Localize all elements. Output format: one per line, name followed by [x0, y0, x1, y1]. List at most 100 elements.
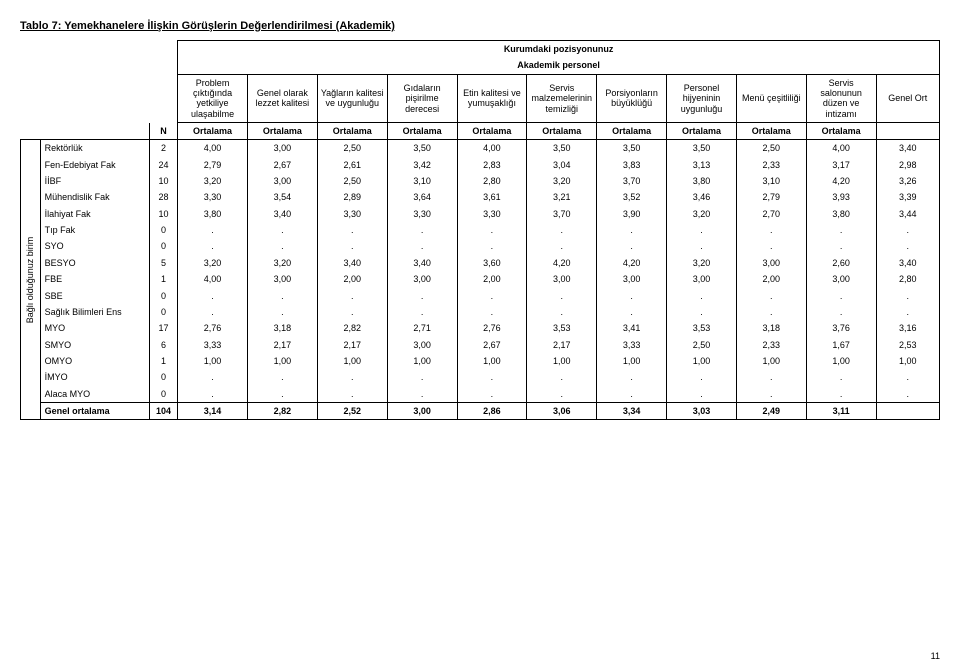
value-cell: 2,76: [457, 320, 527, 336]
value-cell: 3,80: [806, 206, 876, 222]
value-cell: 3,06: [527, 402, 597, 419]
value-cell: .: [317, 369, 387, 385]
stat-label-row: N Ortalama Ortalama Ortalama Ortalama Or…: [21, 123, 940, 140]
value-cell: .: [667, 222, 737, 238]
value-cell: 2,80: [876, 271, 939, 287]
value-cell: 3,44: [876, 206, 939, 222]
value-cell: 2,17: [527, 337, 597, 353]
value-cell: [876, 402, 939, 419]
value-cell: 3,50: [387, 140, 457, 157]
value-cell: 4,00: [806, 140, 876, 157]
value-cell: 3,11: [806, 402, 876, 419]
total-row: Genel ortalama1043,142,822,523,002,863,0…: [21, 402, 940, 419]
table-row: OMYO11,001,001,001,001,001,001,001,001,0…: [21, 353, 940, 369]
row-label: MYO: [40, 320, 149, 336]
avg-label: Ortalama: [806, 123, 876, 140]
value-cell: .: [806, 386, 876, 403]
value-cell: 3,52: [597, 189, 667, 205]
value-cell: 3,00: [806, 271, 876, 287]
vertical-group-label: Bağlı olduğunuz birim: [21, 140, 41, 420]
value-cell: 3,18: [247, 320, 317, 336]
value-cell: 2,82: [247, 402, 317, 419]
value-cell: 1,00: [806, 353, 876, 369]
value-cell: 4,00: [178, 271, 248, 287]
value-cell: 3,00: [736, 255, 806, 271]
value-cell: 4,00: [457, 140, 527, 157]
value-cell: .: [736, 222, 806, 238]
value-cell: 3,30: [178, 189, 248, 205]
value-cell: 2,50: [736, 140, 806, 157]
value-cell: .: [178, 304, 248, 320]
value-cell: 2,33: [736, 337, 806, 353]
value-cell: 3,33: [597, 337, 667, 353]
value-cell: 3,30: [387, 206, 457, 222]
value-cell: 4,20: [527, 255, 597, 271]
value-cell: .: [876, 238, 939, 254]
value-cell: .: [387, 369, 457, 385]
value-cell: 2,33: [736, 157, 806, 173]
value-cell: 1,00: [527, 353, 597, 369]
value-cell: 4,20: [806, 173, 876, 189]
value-cell: .: [667, 238, 737, 254]
value-cell: 3,21: [527, 189, 597, 205]
value-cell: 2,89: [317, 189, 387, 205]
row-label: Rektörlük: [40, 140, 149, 157]
row-label: BESYO: [40, 255, 149, 271]
value-cell: .: [247, 222, 317, 238]
table-row: Fen-Edebiyat Fak242,792,672,613,422,833,…: [21, 157, 940, 173]
avg-label: Ortalama: [457, 123, 527, 140]
value-cell: .: [806, 222, 876, 238]
value-cell: 3,70: [527, 206, 597, 222]
value-cell: 3,80: [178, 206, 248, 222]
table-row: BESYO53,203,203,403,403,604,204,203,203,…: [21, 255, 940, 271]
value-cell: .: [806, 369, 876, 385]
value-cell: .: [317, 222, 387, 238]
value-cell: .: [457, 238, 527, 254]
table-row: Bağlı olduğunuz birimRektörlük24,003,002…: [21, 140, 940, 157]
value-cell: 2,79: [178, 157, 248, 173]
value-cell: .: [457, 386, 527, 403]
value-cell: .: [457, 288, 527, 304]
row-label: Mühendislik Fak: [40, 189, 149, 205]
value-cell: 3,26: [876, 173, 939, 189]
super-header-2: Akademik personel: [178, 57, 940, 74]
value-cell: 3,20: [178, 255, 248, 271]
row-label: İİBF: [40, 173, 149, 189]
table-title: Tablo 7: Yemekhanelere İlişkin Görüşleri…: [20, 20, 940, 32]
value-cell: 2,17: [247, 337, 317, 353]
table-row: İlahiyat Fak103,803,403,303,303,303,703,…: [21, 206, 940, 222]
value-cell: 3,93: [806, 189, 876, 205]
col-header: Genel Ort: [876, 74, 939, 122]
row-label: Tıp Fak: [40, 222, 149, 238]
value-cell: .: [806, 238, 876, 254]
value-cell: 4,00: [178, 140, 248, 157]
col-header: Servis salonunun düzen ve intizamı: [806, 74, 876, 122]
value-cell: .: [317, 304, 387, 320]
value-cell: 3,54: [247, 189, 317, 205]
value-cell: 2,17: [317, 337, 387, 353]
n-value: 17: [149, 320, 177, 336]
value-cell: .: [876, 288, 939, 304]
value-cell: 2,52: [317, 402, 387, 419]
value-cell: .: [736, 304, 806, 320]
avg-label: Ortalama: [247, 123, 317, 140]
n-value: 10: [149, 206, 177, 222]
value-cell: 1,00: [247, 353, 317, 369]
value-cell: .: [597, 288, 667, 304]
value-cell: 3,00: [247, 173, 317, 189]
value-cell: .: [247, 369, 317, 385]
value-cell: 3,53: [527, 320, 597, 336]
value-cell: 2,53: [876, 337, 939, 353]
row-label: Sağlık Bilimleri Ens: [40, 304, 149, 320]
value-cell: .: [876, 222, 939, 238]
value-cell: 3,00: [387, 271, 457, 287]
value-cell: .: [876, 369, 939, 385]
value-cell: .: [667, 369, 737, 385]
value-cell: .: [247, 304, 317, 320]
value-cell: .: [387, 288, 457, 304]
value-cell: 3,17: [806, 157, 876, 173]
value-cell: .: [178, 222, 248, 238]
value-cell: 3,42: [387, 157, 457, 173]
value-cell: 3,40: [876, 255, 939, 271]
row-label: SYO: [40, 238, 149, 254]
